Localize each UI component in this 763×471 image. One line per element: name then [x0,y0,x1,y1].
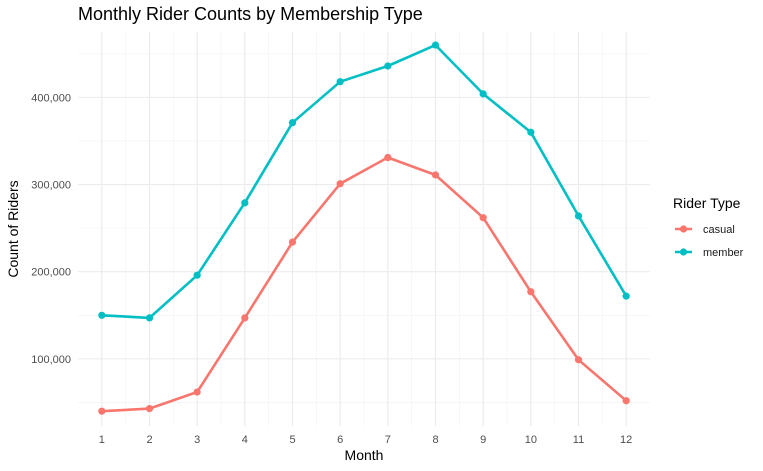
y-axis-title: Count of Riders [5,180,21,277]
x-tick-label: 12 [620,434,632,446]
x-tick-label: 4 [242,434,248,446]
grid-layer [78,32,650,426]
series-casual [98,153,630,415]
data-point-member [574,212,583,220]
legend-key-point-member [679,248,688,256]
series-member [98,41,630,322]
data-point-casual [384,153,392,162]
x-tick-label: 6 [337,434,343,446]
y-tick-label: 200,000 [31,267,71,279]
data-point-casual [145,404,154,413]
data-point-member [241,199,249,207]
data-point-casual [479,214,487,222]
x-tick-label: 10 [525,434,537,446]
series-layer [98,41,630,415]
data-point-casual [431,171,440,179]
x-tick-label: 9 [480,434,486,446]
x-tick-label: 5 [289,434,295,446]
data-point-member [98,311,106,319]
y-tick-label: 100,000 [31,354,71,366]
data-point-member [145,314,154,322]
series-line-casual [100,156,628,413]
x-axis-title: Month [345,447,384,463]
legend-label-casual: casual [703,224,735,236]
data-point-member [431,41,440,49]
data-point-casual [241,314,249,322]
data-point-member [384,62,392,70]
chart-title: Monthly Rider Counts by Membership Type [78,4,423,24]
y-tick-label: 400,000 [31,92,71,104]
x-tick-label: 7 [385,434,391,446]
data-point-casual [574,356,583,364]
data-point-member [336,78,344,86]
data-point-member [288,119,297,127]
x-tick-label: 8 [432,434,438,446]
legend-title: Rider Type [673,195,741,211]
x-tick-label: 11 [573,434,584,446]
data-point-member [622,292,630,300]
x-tick-label: 2 [146,434,152,446]
data-point-member [479,90,487,98]
data-point-casual [622,397,630,405]
axis-layer: 1 2 3 4 5 6 7 8 9 10 11 12100,000200,000300,000400,… [31,92,632,446]
x-tick-label: 1 [99,434,105,446]
data-point-casual [288,238,297,246]
series-line-member [100,43,628,320]
data-point-member [193,271,201,279]
data-point-casual [98,407,106,415]
y-tick-label: 300,000 [31,180,71,192]
legend-label-member: member [703,247,744,259]
data-point-member [527,128,535,136]
data-point-casual [527,288,535,296]
data-point-casual [193,388,201,396]
x-tick-label: 3 [194,434,200,446]
legend: Rider Type casual member [673,195,744,259]
data-point-casual [336,180,344,188]
legend-key-point-casual [679,225,688,233]
